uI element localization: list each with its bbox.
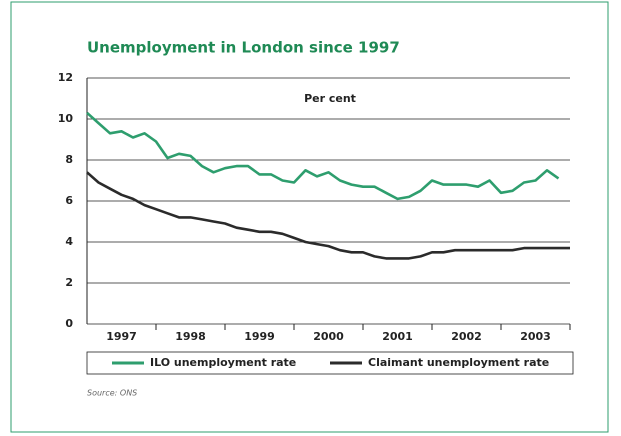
- y-tick-label: 2: [65, 276, 73, 289]
- y-tick-label: 12: [58, 71, 73, 84]
- y-tick-label: 8: [65, 153, 73, 166]
- x-tick-label: 2000: [313, 330, 344, 343]
- x-tick-label: 1998: [175, 330, 206, 343]
- line-series: [86, 171, 570, 260]
- y-tick-label: 0: [65, 317, 73, 330]
- source: Source: ONS: [87, 389, 137, 398]
- x-tick-label: 2001: [382, 330, 413, 343]
- x-tick-label: 1997: [106, 330, 137, 343]
- chart-title: Unemployment in London since 1997: [87, 39, 400, 57]
- legend-label: Claimant unemployment rate: [368, 356, 549, 369]
- x-tick-label: 1999: [244, 330, 275, 343]
- x-tick-label: 2003: [520, 330, 551, 343]
- legend-label: ILO unemployment rate: [150, 356, 296, 369]
- y-tick-label: 6: [65, 194, 73, 207]
- x-tick-label: 2002: [451, 330, 482, 343]
- subtitle: Per cent: [304, 92, 356, 105]
- frame: [10, 1, 609, 433]
- legend-box: [86, 351, 574, 375]
- y-tick-label: 4: [65, 235, 73, 248]
- y-tick-label: 10: [58, 112, 74, 125]
- line-series: [86, 111, 560, 201]
